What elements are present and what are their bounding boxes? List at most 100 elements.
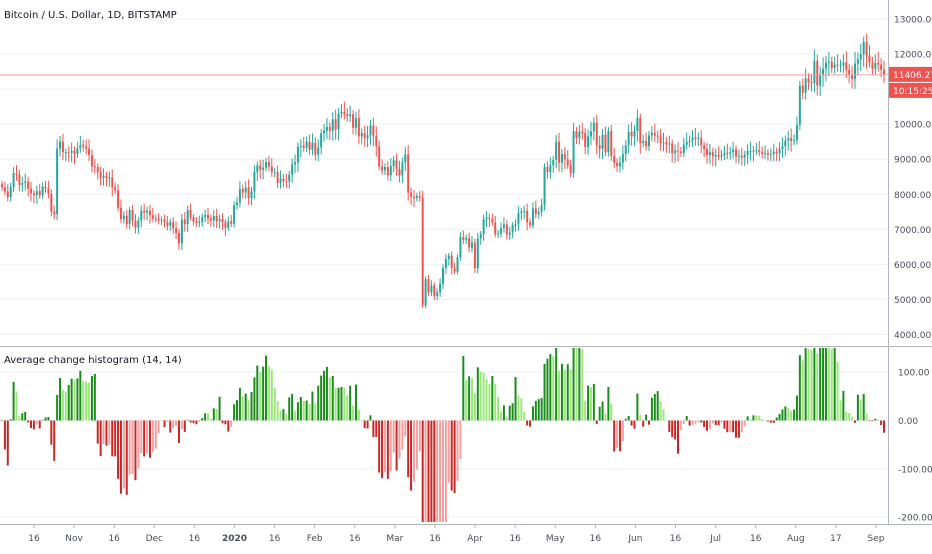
histogram-bar[interactable] xyxy=(836,361,839,421)
histogram-bar[interactable] xyxy=(839,400,842,421)
candle-body[interactable] xyxy=(616,162,619,167)
histogram-bar[interactable] xyxy=(793,409,796,421)
histogram-bar[interactable] xyxy=(90,375,93,421)
histogram-bar[interactable] xyxy=(511,403,514,421)
histogram-bar[interactable] xyxy=(1,420,3,422)
candle-body[interactable] xyxy=(160,219,163,221)
candle-body[interactable] xyxy=(497,233,500,235)
candle-body[interactable] xyxy=(270,166,273,173)
histogram-bar[interactable] xyxy=(424,420,427,523)
histogram-bar[interactable] xyxy=(308,403,311,421)
candle-body[interactable] xyxy=(369,125,372,136)
candle-body[interactable] xyxy=(853,63,856,79)
histogram-bar[interactable] xyxy=(833,348,836,421)
histogram-bar[interactable] xyxy=(851,416,854,421)
histogram-bar[interactable] xyxy=(64,391,67,421)
histogram-bar[interactable] xyxy=(853,420,856,423)
candle-body[interactable] xyxy=(677,150,680,152)
candle-body[interactable] xyxy=(729,152,732,154)
candle-body[interactable] xyxy=(560,153,563,163)
histogram-bar[interactable] xyxy=(436,420,439,523)
candle-body[interactable] xyxy=(772,151,775,155)
candle-body[interactable] xyxy=(578,131,581,139)
histogram-bar[interactable] xyxy=(494,383,497,421)
histogram-bar[interactable] xyxy=(540,398,543,421)
candle-body[interactable] xyxy=(668,143,671,145)
histogram-bar[interactable] xyxy=(868,420,871,422)
candle-body[interactable] xyxy=(189,210,192,218)
histogram-bar[interactable] xyxy=(537,399,540,421)
histogram-bar[interactable] xyxy=(575,348,578,421)
histogram-bar[interactable] xyxy=(343,387,346,421)
candle-body[interactable] xyxy=(288,174,291,182)
candle-body[interactable] xyxy=(328,126,331,131)
histogram-bar[interactable] xyxy=(256,365,259,421)
candle-body[interactable] xyxy=(424,279,427,306)
candle-body[interactable] xyxy=(877,62,880,65)
candle-body[interactable] xyxy=(180,219,183,244)
candle-body[interactable] xyxy=(334,119,337,130)
candle-body[interactable] xyxy=(93,166,96,168)
histogram-bar[interactable] xyxy=(735,420,738,438)
candle-body[interactable] xyxy=(427,279,430,293)
candle-body[interactable] xyxy=(143,210,146,213)
histogram-bar[interactable] xyxy=(15,391,18,421)
histogram-bar[interactable] xyxy=(224,420,227,425)
candle-body[interactable] xyxy=(325,126,328,131)
candle-body[interactable] xyxy=(488,217,491,219)
candle-body[interactable] xyxy=(546,166,549,172)
histogram-bar[interactable] xyxy=(160,420,163,422)
histogram-bar[interactable] xyxy=(476,367,479,421)
candle-body[interactable] xyxy=(642,141,645,144)
histogram-bar[interactable] xyxy=(656,391,659,421)
candle-body[interactable] xyxy=(317,147,320,155)
histogram-bar[interactable] xyxy=(392,420,395,453)
histogram-bar[interactable] xyxy=(238,388,241,421)
candle-body[interactable] xyxy=(720,155,723,157)
candle-body[interactable] xyxy=(755,150,758,152)
histogram-bar[interactable] xyxy=(630,420,633,426)
histogram-bar[interactable] xyxy=(566,364,569,421)
histogram-bar[interactable] xyxy=(865,413,868,421)
histogram-bar[interactable] xyxy=(804,348,807,421)
candle-body[interactable] xyxy=(401,162,404,176)
candle-body[interactable] xyxy=(296,146,299,163)
histogram-bar[interactable] xyxy=(24,411,27,421)
candle-body[interactable] xyxy=(491,218,494,223)
histogram-bar[interactable] xyxy=(587,385,590,421)
histogram-bar[interactable] xyxy=(795,395,798,421)
candle-body[interactable] xyxy=(529,222,532,226)
candle-body[interactable] xyxy=(587,136,590,147)
candle-body[interactable] xyxy=(375,136,378,147)
histogram-bar[interactable] xyxy=(6,420,9,466)
histogram-bar[interactable] xyxy=(479,371,482,421)
histogram-bar[interactable] xyxy=(53,420,56,461)
histogram-bar[interactable] xyxy=(714,420,717,425)
histogram-layer[interactable] xyxy=(1,348,885,522)
candle-body[interactable] xyxy=(726,152,729,154)
candle-body[interactable] xyxy=(468,238,471,248)
candle-body[interactable] xyxy=(360,132,363,137)
histogram-bar[interactable] xyxy=(694,420,697,424)
candle-body[interactable] xyxy=(108,177,111,179)
histogram-bar[interactable] xyxy=(810,350,813,421)
candle-body[interactable] xyxy=(630,131,633,137)
candle-body[interactable] xyxy=(50,193,53,212)
candle-body[interactable] xyxy=(21,183,24,185)
histogram-bar[interactable] xyxy=(711,420,714,424)
candle-body[interactable] xyxy=(436,292,439,296)
histogram-bar[interactable] xyxy=(543,363,546,421)
histogram-bar[interactable] xyxy=(874,418,877,421)
histogram-bar[interactable] xyxy=(41,419,44,421)
histogram-bar[interactable] xyxy=(523,412,526,421)
candle-body[interactable] xyxy=(453,267,456,272)
histogram-bar[interactable] xyxy=(581,349,584,421)
histogram-bar[interactable] xyxy=(404,420,407,437)
histogram-bar[interactable] xyxy=(82,381,85,421)
candle-body[interactable] xyxy=(24,181,27,184)
histogram-bar[interactable] xyxy=(166,420,169,422)
candle-body[interactable] xyxy=(320,133,323,148)
candle-body[interactable] xyxy=(15,173,18,175)
histogram-bar[interactable] xyxy=(526,420,529,426)
histogram-bar[interactable] xyxy=(18,415,21,421)
